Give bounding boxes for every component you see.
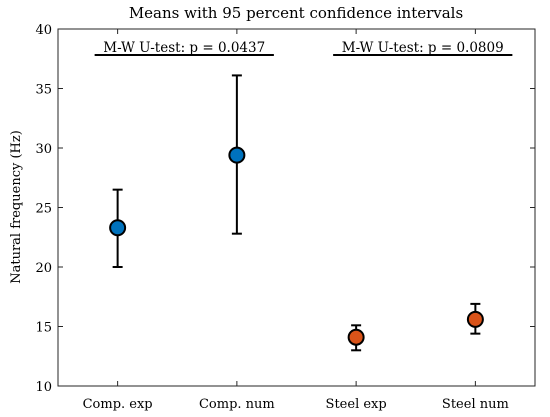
y-tick-label: 10 (35, 380, 52, 395)
y-axis-label: Natural frequency (Hz) (9, 130, 24, 284)
plot-frame (57, 28, 536, 387)
significance-label: M-W U-test: p = 0.0809 (342, 40, 504, 56)
mean-point (466, 310, 484, 328)
y-tick-label: 30 (35, 142, 52, 157)
y-tick-label: 20 (35, 261, 52, 276)
significance-label: M-W U-test: p = 0.0437 (103, 40, 265, 56)
mean-point (109, 219, 127, 237)
annotations: M-W U-test: p = 0.0437 M-W U-test: p = 0.… (94, 40, 513, 56)
x-tick-label: Comp. exp (83, 397, 153, 412)
axes: 10 15 20 25 30 35 40 Comp. exp Comp. num Steel ex… (35, 23, 536, 412)
mean-point (347, 328, 365, 346)
mean-point (228, 146, 246, 164)
data-marks (109, 74, 484, 352)
y-tick-label: 25 (35, 202, 52, 217)
x-tick-label: Steel exp (326, 397, 387, 412)
y-tick-label: 35 (35, 83, 52, 98)
chart-title: Means with 95 percent confidence interva… (129, 4, 463, 22)
y-tick-label: 40 (35, 23, 52, 38)
x-tick-label: Steel num (442, 397, 509, 412)
x-tick-label: Comp. num (199, 397, 275, 412)
y-tick-label: 15 (35, 321, 52, 336)
